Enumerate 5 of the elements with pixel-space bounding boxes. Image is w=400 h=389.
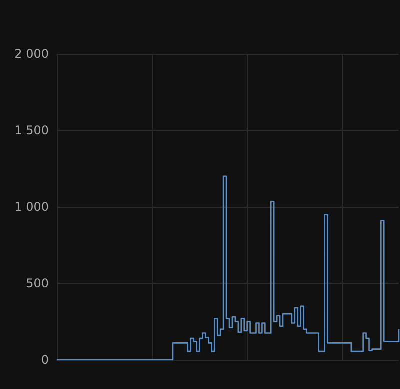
y-tick-label: 0 (41, 353, 49, 367)
y-tick-label: 500 (26, 276, 49, 290)
y-tick-label: 1 000 (14, 200, 49, 214)
y-tick-label: 1 500 (14, 124, 49, 138)
y-tick-label: 2 000 (14, 47, 49, 61)
